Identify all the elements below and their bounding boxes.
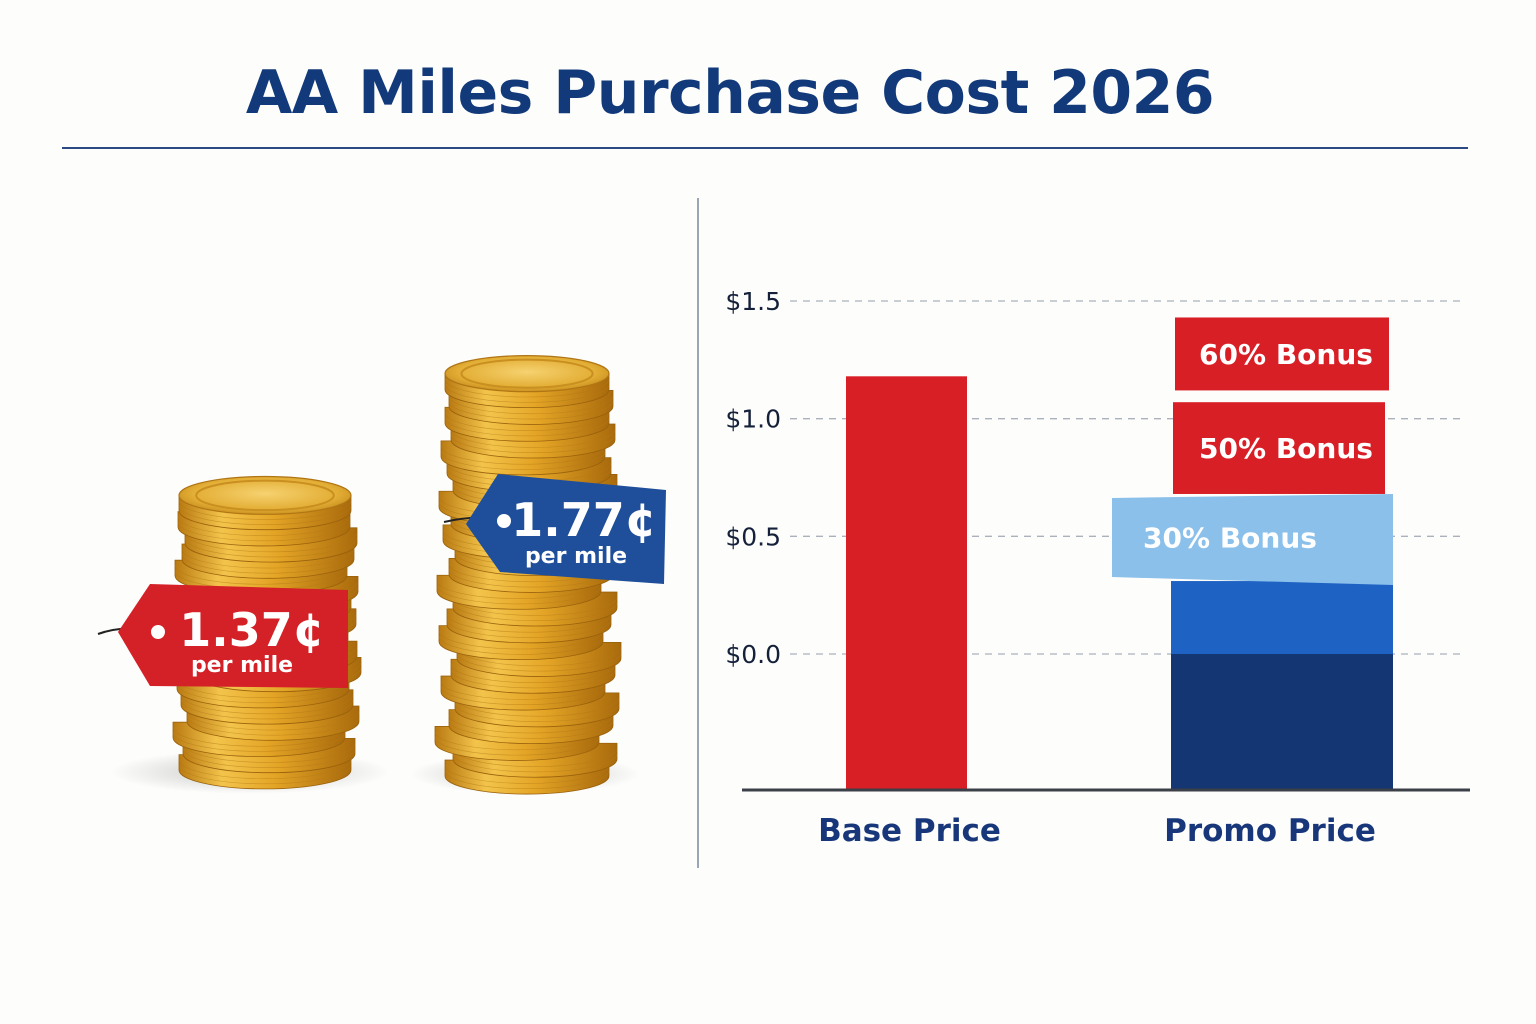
bar-segment-promo [1171,654,1393,790]
y-tick-label: $0.5 [725,522,781,551]
title-divider [62,147,1468,149]
coin [178,475,352,531]
price-tag-right-hole [497,514,511,528]
category-label: Promo Price [1164,813,1376,849]
bars: 30% Bonus 50% Bonus 60% Bonus [846,317,1393,790]
bar-segment-label: 30% Bonus [1143,522,1317,555]
price-tag-right-value: 1.77¢ [511,493,657,547]
price-tag-right-unit: per mile [525,544,627,569]
price-tag-left-hole [151,625,165,639]
bar-segment-60-bonus [1175,317,1389,391]
price-tag-left: 1.37¢ per mile [97,584,348,688]
y-tick-label: $1.0 [725,405,781,434]
price-tag-left-shape [118,584,348,688]
price-tag-left-unit: per mile [191,653,293,678]
y-tick-label: $1.5 [725,287,781,316]
coin [444,355,610,409]
bar-segment-promo [1171,581,1393,654]
price-tag-right-shape [466,474,666,584]
bar-segment-50-bonus [1173,402,1385,494]
bar-base-price [846,376,967,790]
panel-divider [697,198,699,868]
page-title: AA Miles Purchase Cost 2026 [245,58,1215,128]
bar-segment-label: 60% Bonus [1199,338,1373,371]
coin-stacks-illustration: 1.37¢ per mile 1.77¢ per mile [97,355,666,795]
y-tick-label: $0.0 [725,640,781,669]
category-label: Base Price [818,813,1001,849]
price-tag-right: 1.77¢ per mile [443,474,666,584]
price-tag-left-value: 1.37¢ [179,603,325,657]
bar-segment-label: 50% Bonus [1199,432,1373,465]
category-labels: Base Price Promo Price [818,813,1376,849]
bar-segment-30-bonus [1112,493,1393,586]
y-axis-ticks: $1.5 $1.0 $0.5 $0.0 [725,287,781,669]
